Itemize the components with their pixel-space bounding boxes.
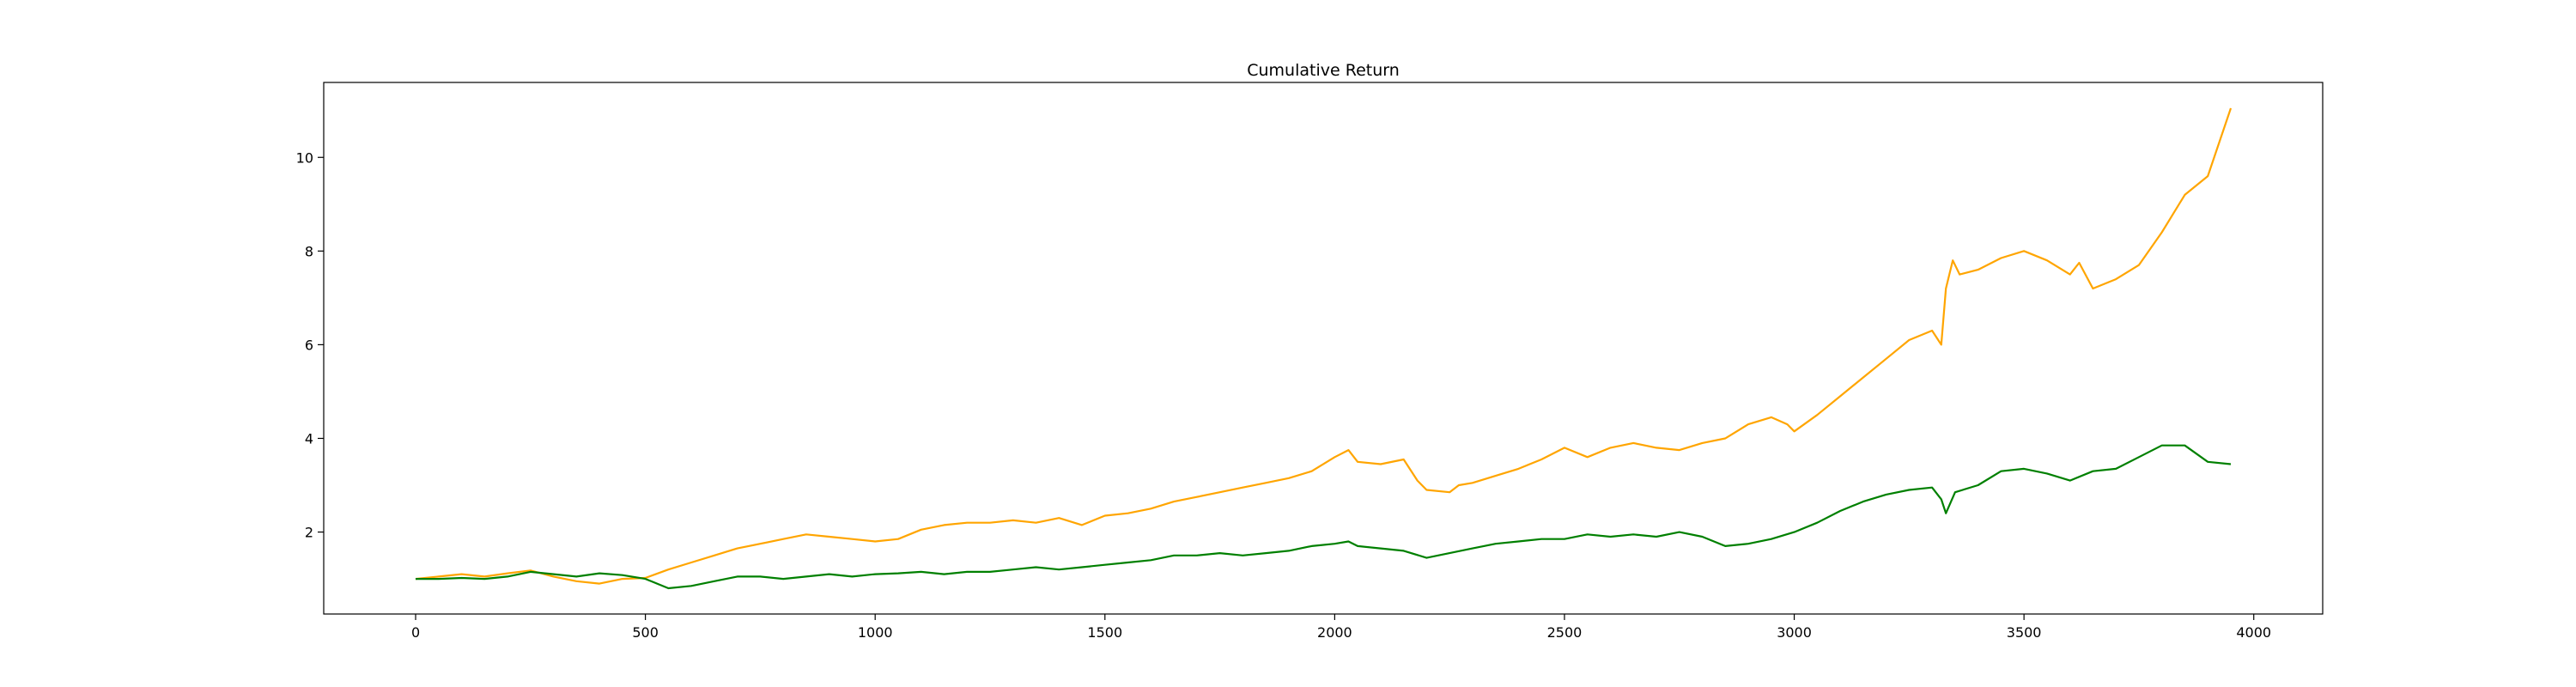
- y-tick-label: 8: [305, 243, 313, 259]
- plot-frame: [323, 82, 2324, 615]
- x-tick-label: 0: [411, 624, 420, 641]
- y-tick-label: 6: [305, 337, 313, 353]
- x-tick-label: 3000: [1777, 624, 1812, 641]
- x-axis: 0 500 1000 1500 2000 2500 3000 3500 4000: [411, 614, 2271, 641]
- y-tick-label: 2: [305, 525, 313, 541]
- x-tick-label: 3500: [2007, 624, 2042, 641]
- series-line-2: [416, 444, 2232, 590]
- x-tick-label: 500: [632, 624, 659, 641]
- chart-title: Cumulative Return: [1247, 61, 1400, 80]
- x-tick-label: 2000: [1317, 624, 1352, 641]
- x-tick-label: 1000: [858, 624, 893, 641]
- series-layer: [415, 107, 2233, 590]
- y-tick-label: 4: [305, 430, 313, 447]
- y-axis: 2 4 6 8 10: [296, 149, 324, 541]
- x-tick-label: 2500: [1547, 624, 1583, 641]
- x-tick-label: 1500: [1087, 624, 1122, 641]
- y-tick-label: 10: [296, 149, 313, 166]
- x-tick-label: 4000: [2236, 624, 2271, 641]
- series-line-1: [415, 107, 2233, 585]
